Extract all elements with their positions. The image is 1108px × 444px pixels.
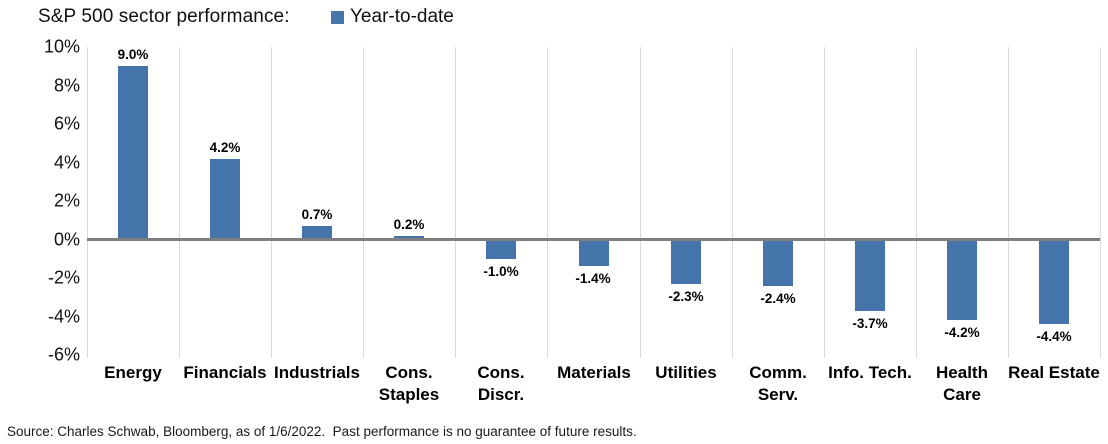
legend: Year-to-date bbox=[331, 6, 454, 28]
gridline bbox=[1008, 47, 1009, 358]
y-tick-label: 8% bbox=[53, 75, 80, 95]
gridline bbox=[1100, 47, 1101, 358]
gridline bbox=[732, 47, 733, 358]
gridline bbox=[916, 47, 917, 358]
category-label-health-care: Health Care bbox=[936, 363, 988, 404]
bar-materials bbox=[579, 239, 609, 267]
bar-utilities bbox=[671, 239, 701, 284]
category-label-real-estate: Real Estate bbox=[1008, 363, 1100, 382]
bar-info-tech bbox=[855, 239, 885, 311]
y-axis: 10% 8% 6% 4% 2% 0% -2% -4% -6% bbox=[0, 37, 80, 365]
category-label-utilities: Utilities bbox=[655, 363, 717, 382]
bar-comm-serv bbox=[763, 239, 793, 286]
y-tick-label: 10% bbox=[43, 36, 80, 57]
bar-health-care bbox=[947, 239, 977, 321]
category-label-financials: Financials bbox=[183, 363, 267, 382]
bar-real-estate bbox=[1039, 239, 1069, 325]
bar-value-label: 4.2% bbox=[209, 139, 241, 155]
bar-value-label: -4.2% bbox=[944, 325, 980, 341]
y-tick-label: 2% bbox=[53, 190, 80, 211]
bar-value-label: -2.3% bbox=[668, 288, 704, 304]
legend-swatch-icon bbox=[331, 10, 344, 24]
bar-financials bbox=[210, 158, 240, 240]
bar-value-label: 0.7% bbox=[301, 207, 333, 223]
source-note: Source: Charles Schwab, Bloomberg, as of… bbox=[7, 424, 637, 439]
legend-label: Year-to-date bbox=[350, 6, 454, 27]
category-label-comm-serv: Comm. Serv. bbox=[749, 363, 807, 404]
bar-value-label: -2.4% bbox=[760, 290, 796, 306]
bar-value-label: -3.7% bbox=[852, 315, 888, 331]
category-label-industrials: Industrials bbox=[274, 363, 360, 382]
x-axis: Energy Financials Industrials Cons. Staples… bbox=[87, 362, 1100, 410]
category-label-energy: Energy bbox=[104, 363, 162, 382]
y-tick-label: 4% bbox=[53, 152, 80, 172]
category-label-cons-discr: Cons. Discr. bbox=[477, 363, 525, 404]
bar-value-label: 9.0% bbox=[117, 47, 149, 63]
gridline bbox=[87, 47, 88, 358]
y-tick-label: -6% bbox=[47, 344, 80, 365]
gridline bbox=[455, 47, 456, 358]
bar-value-label: -1.4% bbox=[575, 271, 611, 287]
chart-title: S&P 500 sector performance: bbox=[38, 6, 290, 27]
category-label-cons-staples: Cons. Staples bbox=[378, 363, 440, 404]
category-label-materials: Materials bbox=[557, 363, 631, 382]
gridline bbox=[824, 47, 825, 358]
bar-value-label: 0.2% bbox=[393, 216, 425, 232]
gridline bbox=[179, 47, 180, 358]
bar-industrials bbox=[302, 226, 332, 240]
bar-cons-staples bbox=[394, 235, 424, 240]
y-tick-label: 0% bbox=[53, 229, 80, 249]
bar-value-label: -1.0% bbox=[483, 263, 519, 279]
y-tick-label: 6% bbox=[53, 113, 80, 134]
gridline bbox=[547, 47, 548, 358]
gridline bbox=[640, 47, 641, 358]
bar-value-label: -4.4% bbox=[1036, 329, 1072, 345]
y-tick-label: -4% bbox=[47, 306, 80, 326]
category-label-info-tech: Info. Tech. bbox=[828, 363, 912, 382]
zero-axis-line bbox=[87, 238, 1100, 241]
bar-energy bbox=[118, 66, 148, 240]
gridline bbox=[271, 47, 272, 358]
y-tick-label: -2% bbox=[47, 267, 80, 288]
plot-area: 9.0% 4.2% 0.7% 0.2% -1.0% -1.4% -2.3% -2.4% -3.7… bbox=[87, 47, 1101, 358]
bar-cons-discr bbox=[486, 239, 516, 259]
gridline bbox=[363, 47, 364, 358]
